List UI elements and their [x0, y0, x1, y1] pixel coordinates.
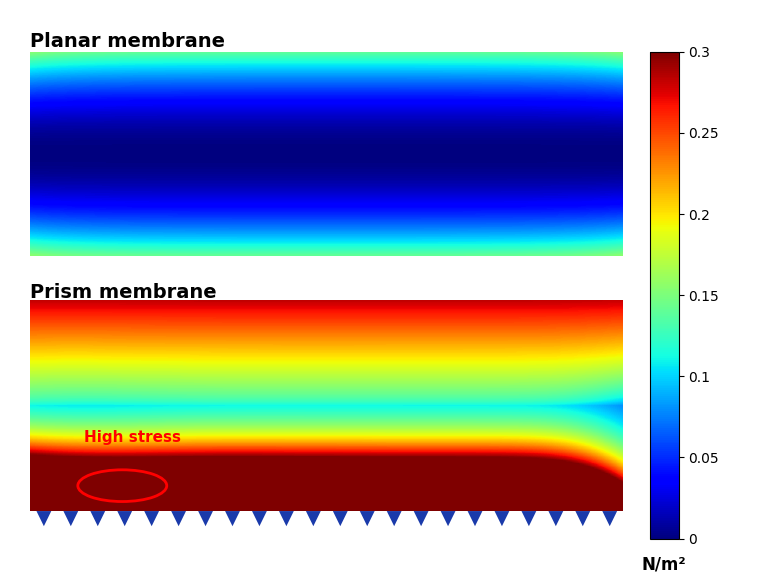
- Polygon shape: [90, 511, 105, 526]
- Polygon shape: [435, 511, 461, 539]
- Polygon shape: [138, 511, 165, 539]
- Polygon shape: [36, 511, 51, 526]
- Polygon shape: [219, 511, 246, 539]
- Polygon shape: [407, 511, 435, 539]
- Polygon shape: [359, 511, 375, 526]
- Polygon shape: [515, 511, 543, 539]
- Polygon shape: [489, 511, 515, 539]
- Polygon shape: [543, 511, 569, 539]
- Polygon shape: [171, 511, 186, 526]
- Polygon shape: [225, 511, 240, 526]
- Polygon shape: [117, 511, 132, 526]
- Polygon shape: [300, 511, 327, 539]
- Polygon shape: [57, 511, 84, 539]
- Polygon shape: [327, 511, 353, 539]
- Polygon shape: [521, 511, 537, 526]
- Polygon shape: [84, 511, 111, 539]
- Polygon shape: [603, 511, 617, 526]
- Polygon shape: [30, 511, 57, 539]
- Polygon shape: [575, 511, 591, 526]
- Polygon shape: [381, 511, 407, 539]
- Polygon shape: [597, 511, 623, 539]
- Polygon shape: [165, 511, 192, 539]
- Text: Planar membrane: Planar membrane: [30, 32, 226, 51]
- Polygon shape: [333, 511, 347, 526]
- Polygon shape: [495, 511, 509, 526]
- Polygon shape: [569, 511, 597, 539]
- Polygon shape: [467, 511, 483, 526]
- Polygon shape: [63, 511, 78, 526]
- Polygon shape: [461, 511, 489, 539]
- Polygon shape: [549, 511, 563, 526]
- Polygon shape: [111, 511, 138, 539]
- Polygon shape: [246, 511, 273, 539]
- Polygon shape: [273, 511, 300, 539]
- Polygon shape: [192, 511, 219, 539]
- Polygon shape: [279, 511, 294, 526]
- Polygon shape: [387, 511, 401, 526]
- Polygon shape: [413, 511, 429, 526]
- Text: Prism membrane: Prism membrane: [30, 283, 217, 302]
- Text: N/m²: N/m²: [642, 556, 686, 574]
- Polygon shape: [144, 511, 159, 526]
- Polygon shape: [198, 511, 213, 526]
- Text: High stress: High stress: [84, 430, 181, 445]
- Polygon shape: [306, 511, 321, 526]
- Polygon shape: [252, 511, 267, 526]
- Polygon shape: [353, 511, 381, 539]
- Polygon shape: [441, 511, 455, 526]
